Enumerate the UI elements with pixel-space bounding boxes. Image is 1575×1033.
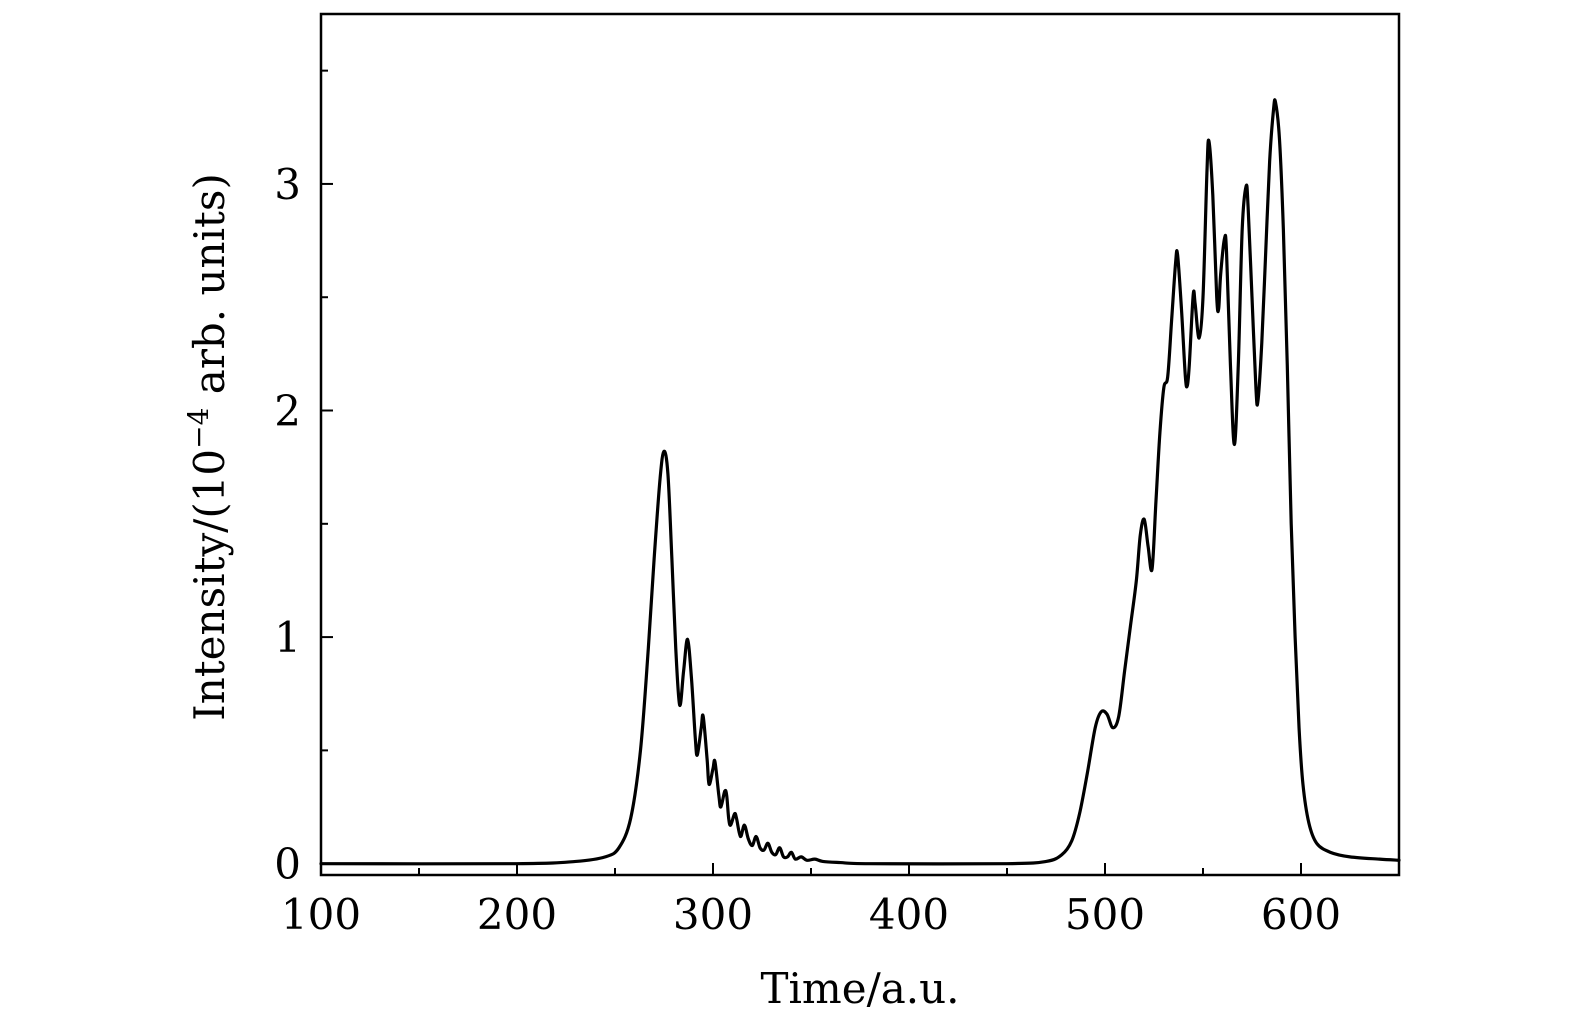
x-tick-label: 400 — [869, 890, 949, 939]
y-axis-title-exponent: −4 — [182, 408, 215, 449]
y-axis-title-tail: arb. units) — [185, 173, 234, 407]
x-tick-label: 600 — [1261, 890, 1341, 939]
y-axis-title-main: Intensity/(10 — [185, 449, 234, 721]
tick-labels: 100 200 300 400 500 600 0 1 2 3 — [274, 160, 1341, 939]
y-tick-label: 2 — [274, 387, 301, 436]
y-tick-label: 1 — [274, 613, 301, 662]
x-tick-label: 200 — [477, 890, 557, 939]
x-tick-label: 100 — [281, 890, 361, 939]
series-line — [319, 98, 1401, 866]
plot-frame — [319, 12, 1401, 877]
y-tick-label: 0 — [274, 840, 301, 889]
x-axis-title: Time/a.u. — [760, 964, 959, 1013]
y-axis-title: Intensity/(10−4 arb. units) — [182, 173, 234, 721]
axis-ticks — [320, 69, 1400, 875]
x-tick-label: 300 — [673, 890, 753, 939]
y-tick-label: 3 — [274, 160, 301, 209]
x-tick-label: 500 — [1065, 890, 1145, 939]
